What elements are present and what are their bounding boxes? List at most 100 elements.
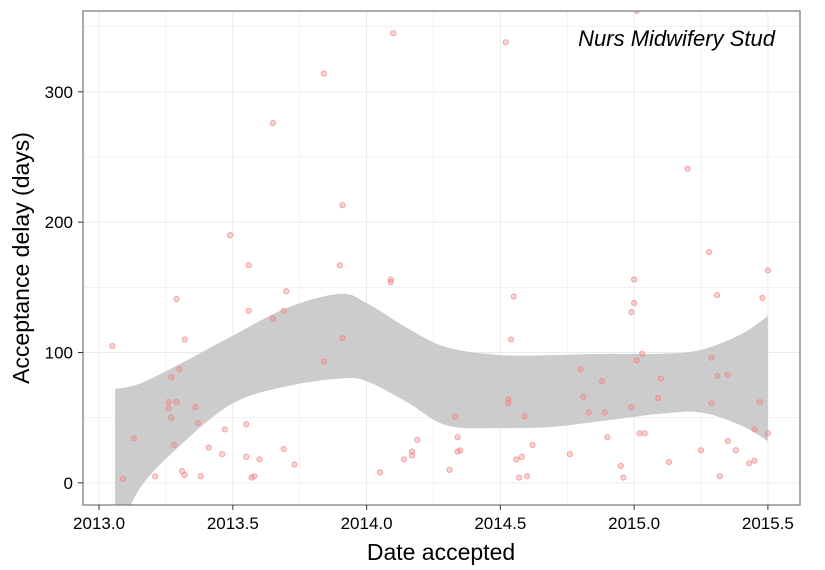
smooth-confidence-band	[115, 293, 768, 505]
data-point	[414, 436, 421, 443]
data-point	[205, 444, 212, 451]
data-point	[697, 447, 705, 454]
data-point	[764, 430, 771, 437]
x-tick-label: 2015.5	[742, 514, 794, 533]
data-point	[269, 120, 277, 127]
data-point	[227, 232, 234, 239]
data-point	[219, 451, 226, 458]
data-point	[759, 294, 766, 301]
data-point	[657, 375, 664, 382]
data-point	[628, 309, 635, 316]
data-point	[120, 475, 127, 482]
data-point	[716, 473, 723, 480]
data-point	[197, 473, 204, 480]
data-point	[173, 296, 180, 303]
x-tick-label: 2013.5	[207, 514, 259, 533]
data-point	[251, 473, 258, 480]
data-point	[376, 469, 384, 476]
data-point	[746, 460, 753, 467]
data-point	[580, 393, 587, 400]
data-point	[598, 378, 606, 385]
data-point	[577, 366, 584, 373]
data-point	[705, 249, 713, 256]
y-tick-label: 0	[64, 474, 73, 493]
facet-annotation: Nurs Midwifery Stud	[578, 26, 776, 51]
data-point	[245, 262, 252, 269]
data-point	[628, 404, 635, 411]
data-point	[168, 374, 175, 381]
data-point	[387, 276, 394, 283]
data-point	[604, 434, 611, 441]
data-point	[181, 471, 188, 479]
data-point	[714, 372, 721, 380]
data-point	[221, 426, 228, 433]
data-point	[601, 409, 608, 416]
data-point	[339, 202, 346, 209]
data-point	[764, 267, 771, 274]
data-point	[176, 366, 183, 373]
data-point	[256, 456, 263, 463]
data-point	[192, 404, 199, 411]
data-point	[320, 70, 327, 77]
data-point	[508, 336, 515, 343]
x-tick-label: 2015.0	[608, 514, 660, 533]
data-point	[165, 398, 172, 406]
data-point	[245, 307, 252, 314]
data-point	[320, 358, 327, 365]
data-point	[708, 354, 715, 361]
x-tick-label: 2013.0	[73, 514, 125, 533]
data-point	[194, 419, 202, 426]
data-point	[524, 473, 531, 480]
confidence-ribbon	[115, 293, 768, 505]
data-point	[280, 445, 287, 453]
y-axis-title: Acceptance delay (days)	[8, 132, 34, 384]
y-tick-label: 200	[45, 213, 73, 232]
data-point	[152, 473, 159, 480]
data-points	[109, 11, 771, 482]
data-point	[513, 456, 520, 463]
data-point	[165, 405, 172, 412]
data-point	[639, 350, 646, 357]
data-point	[446, 466, 453, 473]
data-point	[641, 430, 648, 437]
data-point	[636, 430, 643, 437]
data-point	[510, 293, 517, 300]
data-point	[518, 453, 525, 460]
data-point	[516, 474, 523, 481]
data-point	[390, 30, 397, 37]
data-point	[684, 165, 691, 172]
data-point	[620, 474, 627, 481]
data-point	[400, 456, 408, 463]
data-point	[724, 371, 731, 378]
data-point	[173, 398, 180, 406]
x-axis-title: Date accepted	[367, 539, 515, 565]
data-point	[756, 398, 763, 406]
data-point	[708, 400, 715, 407]
data-point	[665, 458, 672, 466]
data-point	[280, 307, 287, 314]
y-tick-label: 300	[45, 83, 73, 102]
data-point	[243, 421, 250, 428]
data-point	[130, 435, 137, 442]
data-point	[109, 342, 116, 350]
data-point	[633, 357, 640, 364]
x-tick-label: 2014.5	[474, 514, 526, 533]
data-point	[170, 441, 178, 449]
axis-ticks: 2013.0 2013.5 2014.0 2014.5 2015.0 2015.5 0 100…	[45, 83, 794, 533]
data-point	[655, 395, 662, 402]
data-point	[168, 414, 175, 421]
data-point	[502, 39, 509, 46]
panel-border	[82, 10, 801, 506]
data-point	[617, 462, 624, 469]
data-point	[283, 288, 290, 295]
data-point	[714, 292, 721, 299]
data-point	[751, 426, 758, 433]
data-point	[724, 438, 731, 445]
data-point	[451, 413, 458, 420]
y-tick-label: 100	[45, 343, 73, 362]
data-point	[457, 447, 464, 454]
data-point	[521, 413, 528, 420]
data-point	[454, 434, 461, 441]
data-point	[585, 409, 592, 416]
